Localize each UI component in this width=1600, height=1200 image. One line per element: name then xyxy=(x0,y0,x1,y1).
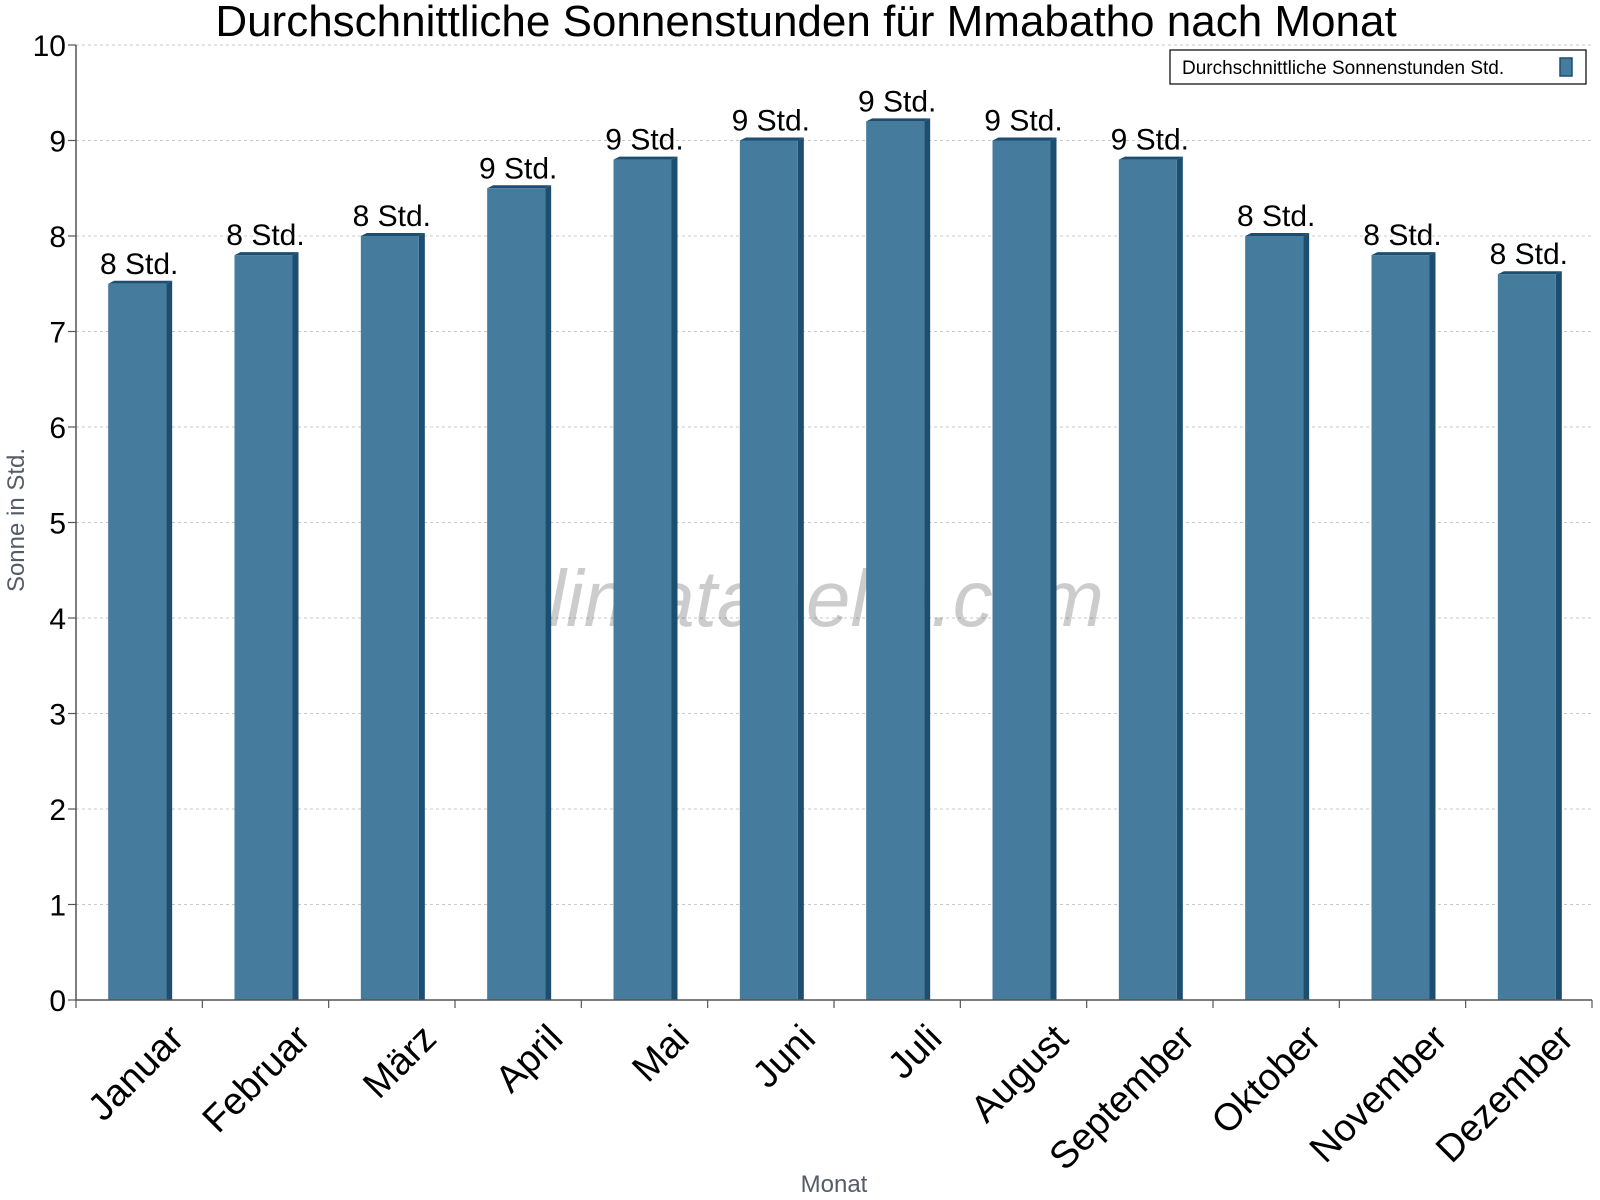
bar-top xyxy=(487,185,552,189)
x-tick-label: März xyxy=(355,1017,444,1106)
bar-side xyxy=(1303,233,1310,1000)
y-tick-label: 1 xyxy=(49,890,66,923)
bar-top xyxy=(866,118,931,122)
bar-side xyxy=(545,185,552,1000)
y-tick-label: 3 xyxy=(49,699,66,732)
data-label: 8 Std. xyxy=(1363,219,1441,252)
y-tick-label: 0 xyxy=(49,985,66,1018)
bar-side xyxy=(418,233,425,1000)
x-tick-label: Oktober xyxy=(1204,1017,1330,1143)
bar-top xyxy=(1371,252,1436,256)
data-label: 9 Std. xyxy=(479,152,557,185)
y-tick-label: 10 xyxy=(33,30,66,63)
bar-side xyxy=(797,137,804,1000)
legend: Durchschnittliche Sonnenstunden Std. xyxy=(1169,49,1587,85)
x-category-labels: Januar Februar März April Mai Juni Juli AugustS… xyxy=(80,1017,1582,1178)
bar-side xyxy=(1555,271,1562,1000)
y-tick-label: 6 xyxy=(49,412,66,445)
y-tick-label: 4 xyxy=(49,603,66,636)
legend-swatch xyxy=(1559,57,1573,77)
axes xyxy=(68,44,1593,1008)
bar-top xyxy=(613,156,678,160)
bar-side xyxy=(1176,156,1183,1001)
x-tick-label: Juli xyxy=(880,1017,950,1087)
x-tick-label: Dezember xyxy=(1428,1017,1582,1171)
chart-title: Durchschnittliche Sonnenstunden für Mmab… xyxy=(215,0,1396,46)
x-tick-label: Januar xyxy=(80,1017,192,1129)
data-labels: 8 Std. 8 Std. 8 Std. 9 Std. 9 Std. 9 Std. 9 St… xyxy=(100,85,1568,280)
bar-top xyxy=(1118,156,1183,160)
bar xyxy=(487,188,546,1000)
data-label: 8 Std. xyxy=(226,219,304,252)
data-label: 9 Std. xyxy=(732,105,810,138)
bar xyxy=(992,140,1051,1000)
bar-top xyxy=(1245,233,1310,236)
bar xyxy=(613,159,672,1001)
bar xyxy=(234,255,293,1001)
bar xyxy=(1245,236,1304,1000)
y-tick-label: 2 xyxy=(49,794,66,827)
bar-side xyxy=(1429,252,1436,1001)
bar-top xyxy=(108,280,173,284)
data-label: 8 Std. xyxy=(1490,238,1568,271)
data-label: 9 Std. xyxy=(605,124,683,157)
bar xyxy=(1497,274,1556,1000)
legend-entry-label: Durchschnittliche Sonnenstunden Std. xyxy=(1182,58,1504,79)
y-axis-title: Sonne in Std. xyxy=(3,448,30,592)
bar xyxy=(1118,159,1177,1001)
bar-top xyxy=(992,137,1057,141)
data-label: 8 Std. xyxy=(100,248,178,281)
data-label: 8 Std. xyxy=(353,200,431,233)
bar xyxy=(360,236,419,1000)
bar xyxy=(1371,255,1430,1001)
x-tick-label: Februar xyxy=(195,1017,319,1141)
data-label: 8 Std. xyxy=(1237,200,1315,233)
y-tick-labels: 0 1 2 3 4 5 6 7 8 9 10 xyxy=(33,30,66,1018)
x-axis-title: Monat xyxy=(801,1171,868,1198)
data-label: 9 Std. xyxy=(984,105,1062,138)
bar xyxy=(866,121,925,1000)
bar-top xyxy=(1497,271,1562,275)
bar-side xyxy=(166,280,173,1000)
x-tick-label: Mai xyxy=(625,1017,698,1090)
data-label: 9 Std. xyxy=(1111,124,1189,157)
bar-side xyxy=(671,156,678,1001)
bar-side xyxy=(1050,137,1057,1000)
bar-side xyxy=(292,252,299,1001)
y-tick-label: 8 xyxy=(49,221,66,254)
bar xyxy=(739,140,798,1000)
y-tick-label: 7 xyxy=(49,317,66,350)
grid-lines xyxy=(76,44,1592,905)
bar-top xyxy=(360,233,425,236)
x-tick-label: Juni xyxy=(745,1017,824,1096)
y-tick-label: 9 xyxy=(49,126,66,159)
bar xyxy=(108,283,167,1000)
bars xyxy=(108,118,1562,1001)
legend-box xyxy=(1169,49,1587,85)
x-tick-label: April xyxy=(488,1017,571,1100)
x-tick-label: November xyxy=(1302,1017,1456,1171)
data-label: 9 Std. xyxy=(858,85,936,118)
x-tick-label: August xyxy=(963,1017,1077,1131)
y-tick-label: 5 xyxy=(49,508,66,541)
bar-top xyxy=(739,137,804,141)
bar-top xyxy=(234,252,299,256)
bar-side xyxy=(924,118,931,1000)
